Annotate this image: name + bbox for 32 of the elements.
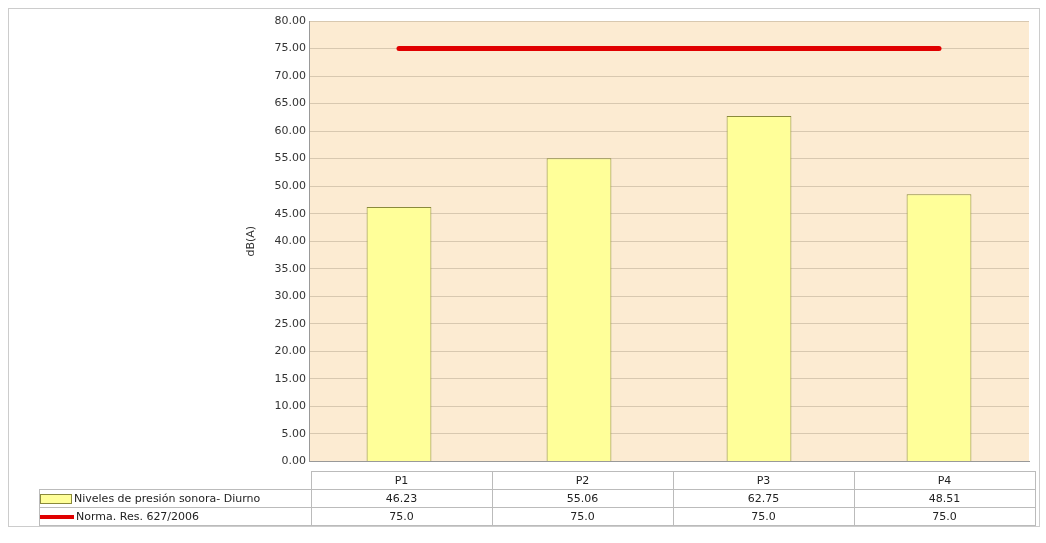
y-tick-label: 45.00 (274, 206, 306, 220)
data-label: 46.23 (311, 489, 492, 508)
data-label: 75.0 (311, 507, 492, 526)
y-tick-label: 60.00 (274, 123, 306, 137)
x-tick-label: P4 (854, 471, 1035, 490)
legend-label: Norma. Res. 627/2006 (76, 510, 200, 523)
y-tick-label: 70.00 (274, 68, 306, 82)
y-axis-title: dB(A) (244, 225, 258, 257)
data-label: 48.51 (854, 489, 1035, 508)
y-tick-label: 25.00 (274, 316, 306, 330)
y-tick-label: 40.00 (274, 234, 306, 248)
x-tick-label: P1 (311, 471, 492, 490)
data-label: 62.75 (673, 489, 854, 508)
y-tick-label: 30.00 (274, 289, 306, 303)
y-tick-label: 65.00 (274, 96, 306, 110)
x-tick-label: P2 (492, 471, 673, 490)
y-tick-label: 15.00 (274, 371, 306, 385)
y-tick-label: 5.00 (281, 426, 306, 440)
y-tick-label: 50.00 (274, 179, 306, 193)
data-label: 75.0 (854, 507, 1035, 526)
data-label: 75.0 (673, 507, 854, 526)
legend-label: Niveles de presión sonora- Diurno (74, 492, 261, 505)
x-tick-label: P3 (673, 471, 854, 490)
data-label: 55.06 (492, 489, 673, 508)
y-tick-label: 10.00 (274, 399, 306, 413)
data-label: 75.0 (492, 507, 673, 526)
y-tick-label: 75.00 (274, 41, 306, 55)
y-tick-label: 80.00 (274, 13, 306, 27)
y-tick-label: 55.00 (274, 151, 306, 165)
y-tick-label: 20.00 (274, 344, 306, 358)
y-tick-label: 0.00 (281, 454, 306, 468)
y-tick-label: 35.00 (274, 261, 306, 275)
